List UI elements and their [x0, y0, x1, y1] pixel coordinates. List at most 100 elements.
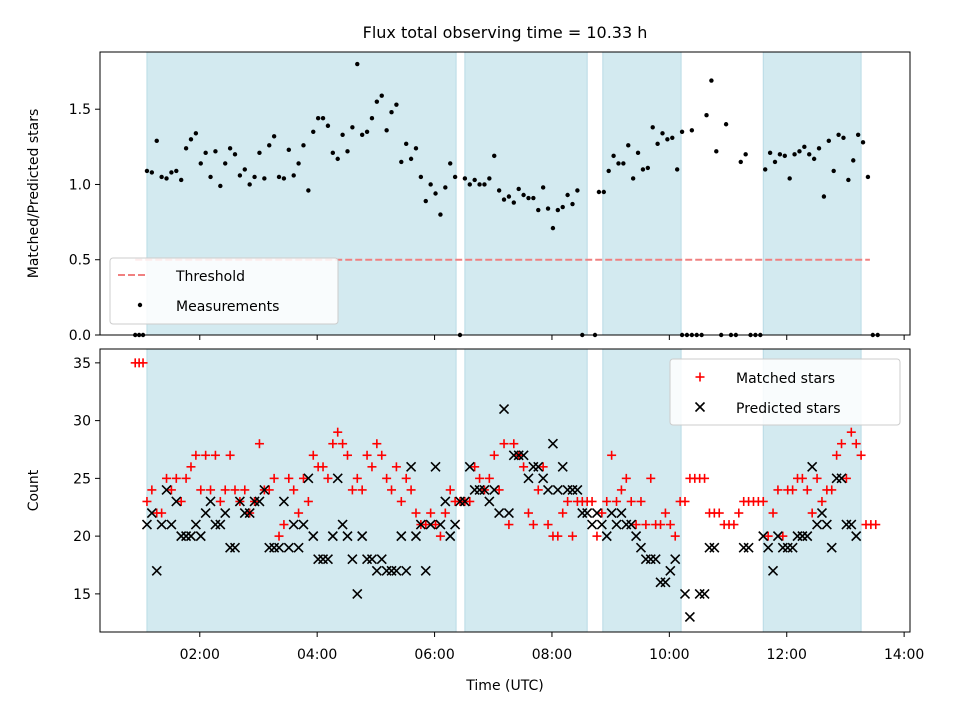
count-series-0-point-43	[338, 439, 348, 449]
ratio-series-0-point-131	[767, 150, 773, 156]
ratio-series-0-point-142	[821, 194, 827, 199]
ratio-series-0-point-44	[345, 149, 350, 154]
count-series-0-point-78	[509, 439, 519, 449]
count-series-1-point-37	[322, 554, 334, 565]
ratio-series-0-point-132	[772, 159, 778, 165]
count-series-0-point-20	[225, 450, 235, 460]
count-x-axis-label: Time (UTC)	[465, 678, 543, 694]
ratio-series-0-point-104	[645, 165, 651, 171]
ratio-series-0-point-3	[144, 168, 150, 174]
ratio-series-0-point-25	[252, 174, 257, 180]
ratio-series-0-point-51	[379, 93, 384, 98]
count-series-0-point-76	[499, 439, 509, 449]
ratio-series-0-point-12	[188, 137, 194, 142]
count-series-1-point-106	[660, 577, 671, 588]
count-series-1-point-51	[391, 565, 402, 576]
ratio-series-0-point-98	[616, 161, 621, 166]
count-series-0-point-85	[543, 520, 553, 530]
ratio-series-0-point-11	[183, 146, 189, 151]
ratio-legend: Threshold Measurements	[109, 257, 339, 325]
count-series-0-point-3	[142, 496, 152, 506]
count-series-0-point-109	[660, 508, 670, 518]
count-series-0-point-54	[391, 462, 401, 472]
count-series-1-point-65	[459, 496, 470, 507]
ratio-legend-box	[109, 257, 339, 325]
ratio-series-0-point-8	[169, 170, 174, 175]
ratio-series-0-point-135	[787, 176, 792, 181]
ratio-series-0-point-64	[443, 185, 448, 190]
count-series-0-point-94	[587, 496, 597, 506]
count-series-0-point-90	[568, 531, 577, 541]
count-series-1-point-82	[542, 484, 554, 495]
count-legend: Matched stars Predicted stars	[669, 358, 901, 426]
count-series-0-point-61	[426, 508, 436, 518]
count-series-0-point-52	[382, 473, 392, 483]
ratio-series-0-point-145	[836, 132, 841, 137]
count-series-1-point-0	[141, 519, 153, 530]
count-plot-frame	[99, 348, 911, 633]
ratio-series-0-point-48	[364, 129, 370, 134]
count-series-1-point-28	[278, 496, 289, 507]
ratio-series-0-point-111	[679, 129, 685, 134]
count-series-0-point-30	[274, 531, 284, 541]
count-series-0-point-23	[240, 485, 250, 495]
count-series-0-point-11	[181, 473, 191, 483]
ratio-series-0-point-41	[330, 150, 336, 156]
count-series-0-point-117	[700, 473, 710, 483]
ratio-series-0-point-137	[797, 149, 802, 154]
ratio-series-0-point-86	[550, 225, 556, 231]
count-series-1-point-42	[347, 554, 358, 565]
ratio-series-0-point-9	[174, 168, 179, 174]
count-series-0-point-149	[856, 450, 866, 460]
count-series-0-point-130	[763, 531, 773, 541]
ratio-series-0-point-19	[223, 161, 228, 166]
count-series-0-point-28	[264, 485, 274, 495]
ratio-series-0-point-100	[626, 143, 631, 148]
count-series-0-point-133	[778, 531, 788, 541]
count-series-0-point-106	[646, 473, 656, 483]
count-series-0-point-82	[528, 520, 538, 530]
ratio-series-0-point-125	[738, 159, 743, 165]
ratio-series-0-point-4	[149, 170, 155, 175]
count-series-1-point-48	[376, 554, 387, 565]
ratio-series-0-point-49	[369, 116, 375, 121]
count-series-1-point-88	[572, 484, 583, 495]
count-series-0-point-50	[372, 439, 382, 449]
count-series-0-point-39	[318, 462, 328, 472]
count-series-1-point-136	[743, 542, 754, 553]
count-series-1-point-71	[489, 484, 500, 495]
count-series-1-point-108	[670, 554, 681, 565]
count-series-0-point-101	[621, 473, 631, 483]
ratio-series-0-point-58	[413, 146, 419, 151]
count-series-0-point-146	[841, 473, 851, 483]
count-series-1-point-11	[195, 531, 206, 542]
count-series-0-point-131	[768, 508, 778, 518]
count-series-0-point-124	[734, 508, 744, 518]
count-series-1-point-1	[146, 507, 157, 519]
ratio-y-axis-label: Matched/Predicted stars	[26, 109, 42, 279]
ratio-series-0-point-146	[841, 135, 846, 141]
ratio-series-0-point-40	[325, 123, 331, 128]
count-x-tick-label-6: 14:00	[884, 647, 924, 663]
count-y-tick-label-2: 25	[73, 471, 91, 487]
count-y-tick-label-0: 15	[73, 587, 91, 603]
count-series-1-point-53	[401, 565, 412, 576]
count-series-1-point-55	[410, 531, 422, 542]
count-series-0-point-15	[201, 450, 211, 460]
count-series-1-point-32	[298, 519, 309, 530]
count-series-1-point-70	[484, 496, 495, 507]
count-series-0-point-100	[616, 485, 626, 495]
ratio-series-0-point-29	[271, 134, 277, 139]
count-series-1-point-131	[836, 473, 847, 484]
ratio-series-0-point-78	[511, 200, 517, 205]
count-series-0-point-21	[230, 485, 240, 495]
ratio-series-0-point-6	[159, 174, 164, 180]
count-series-0-point-63	[435, 531, 445, 541]
ratio-legend-label-0: Threshold	[175, 269, 245, 285]
ratio-series-0-point-141	[816, 146, 822, 151]
count-series-0-point-64	[440, 508, 450, 518]
ratio-series-0-point-83	[536, 207, 541, 213]
ratio-series-0-point-53	[389, 110, 394, 115]
count-series-0-point-87	[553, 531, 563, 541]
ratio-series-0-point-66	[452, 174, 458, 180]
